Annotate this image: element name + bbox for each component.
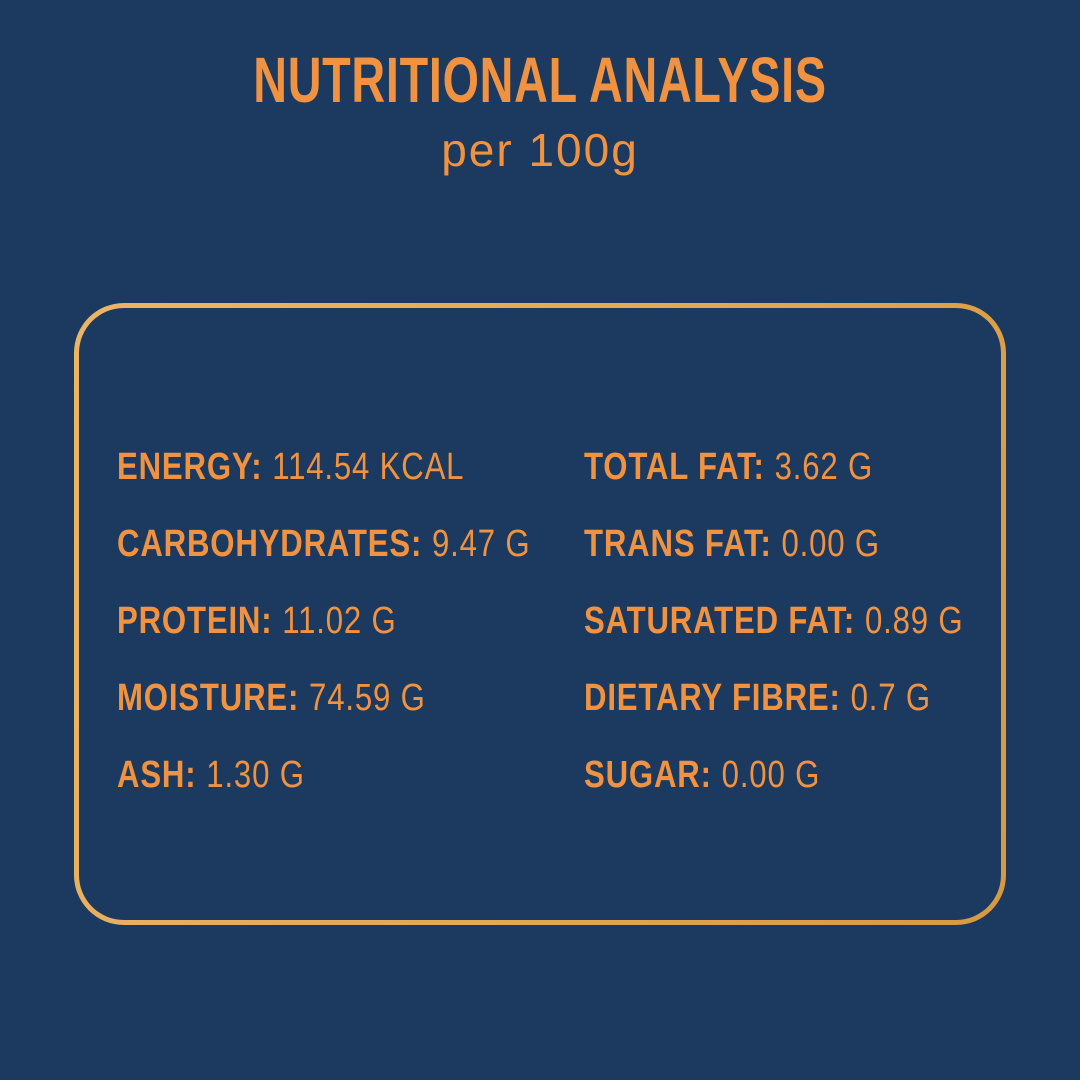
nutrient-label: CARBOHYDRATES: [117,523,423,565]
nutrient-label: MOISTURE: [117,677,300,719]
nutrient-value: 11.02 G [282,600,397,642]
nutrient-label: ASH: [117,754,197,796]
nutrient-value: 0.7 G [850,677,931,719]
nutrient-row-carbohydrates: CARBOHYDRATES: 9.47 G [117,506,530,583]
nutrient-row-moisture: MOISTURE: 74.59 G [117,660,500,737]
nutrient-value: 74.59 G [309,677,426,719]
nutrient-value: 0.00 G [781,523,880,565]
nutrient-row-dietary-fibre: DIETARY FIBRE: 0.7 G [584,660,963,737]
nutrient-value: 114.54 KCAL [272,446,465,488]
nutrient-label: PROTEIN: [117,600,273,642]
nutrient-row-ash: ASH: 1.30 G [117,737,500,814]
nutrient-row-sugar: SUGAR: 0.00 G [584,737,963,814]
nutrient-label: TOTAL FAT: [584,446,765,488]
nutrient-label: SATURATED FAT: [584,600,856,642]
nutrient-column-right: TOTAL FAT: 3.62 G TRANS FAT: 0.00 G SATU… [584,429,1047,920]
nutrient-label: TRANS FAT: [584,523,772,565]
nutrient-label: ENERGY: [117,446,263,488]
nutrient-label: DIETARY FIBRE: [584,677,841,719]
nutrient-value: 1.30 G [206,754,305,796]
nutrient-value: 0.00 G [721,754,821,796]
header: NUTRITIONAL ANALYSIS per 100g [0,48,1080,173]
nutrient-row-saturated-fat: SATURATED FAT: 0.89 G [584,583,963,660]
nutrient-column-left: ENERGY: 114.54 KCAL CARBOHYDRATES: 9.47 … [117,429,584,920]
nutrient-row-energy: ENERGY: 114.54 KCAL [117,429,500,506]
page-title: NUTRITIONAL ANALYSIS [253,44,827,116]
nutrient-row-protein: PROTEIN: 11.02 G [117,583,500,660]
nutrient-label: SUGAR: [584,754,712,796]
nutrient-value: 9.47 G [432,523,531,565]
nutrition-panel-inner: ENERGY: 114.54 KCAL CARBOHYDRATES: 9.47 … [79,308,1001,920]
nutrient-value: 0.89 G [864,600,964,642]
nutrition-panel: ENERGY: 114.54 KCAL CARBOHYDRATES: 9.47 … [74,303,1006,925]
nutrient-row-total-fat: TOTAL FAT: 3.62 G [584,429,963,506]
nutrient-value: 3.62 G [774,446,874,488]
nutrient-row-trans-fat: TRANS FAT: 0.00 G [584,506,963,583]
page-subtitle: per 100g [441,124,639,176]
